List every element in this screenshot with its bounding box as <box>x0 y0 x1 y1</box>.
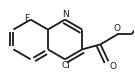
Text: N: N <box>63 10 69 19</box>
Text: F: F <box>24 14 29 23</box>
Text: O: O <box>109 62 116 71</box>
Text: Cl: Cl <box>62 61 70 70</box>
Text: O: O <box>114 24 121 33</box>
